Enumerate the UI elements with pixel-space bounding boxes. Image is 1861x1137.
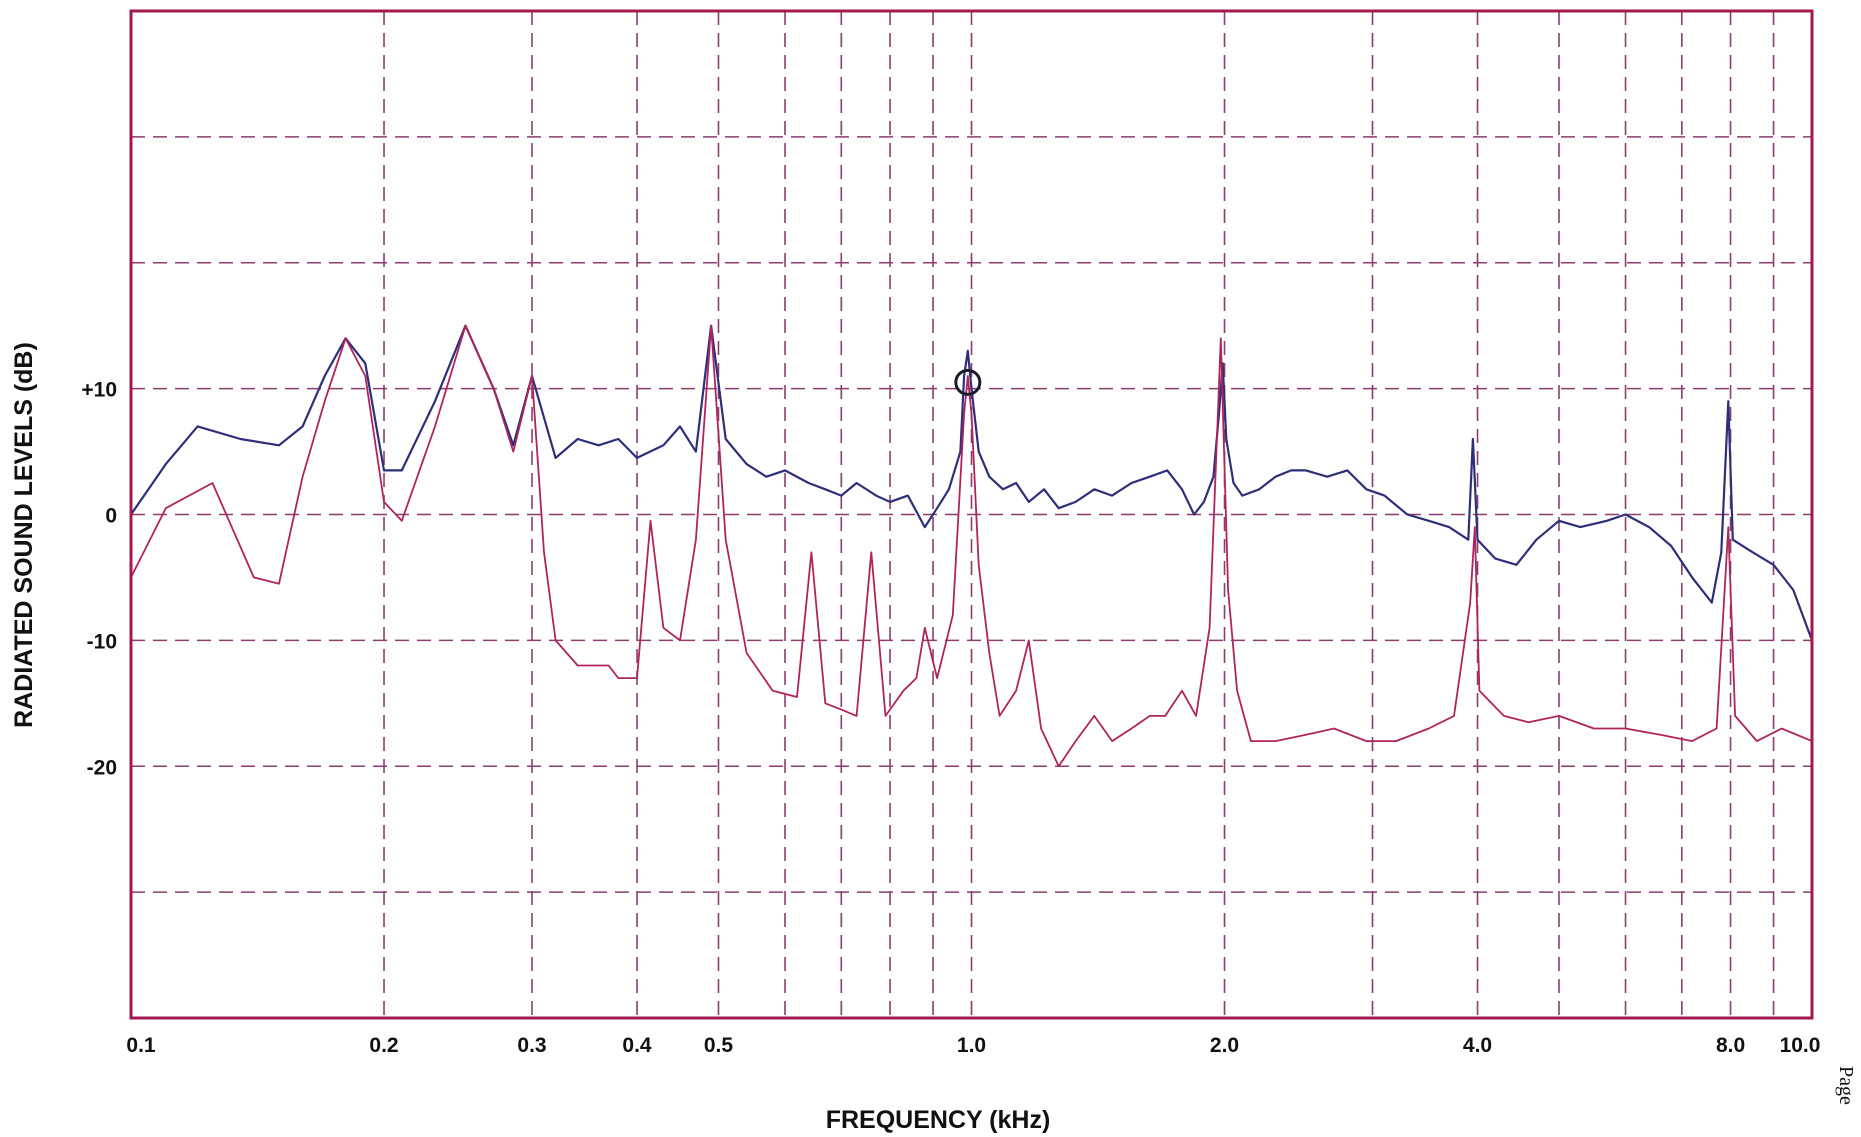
x-tick-label: 0.4 [622, 1034, 652, 1057]
plot-frame [129, 9, 1814, 1020]
x-tick-label: 2.0 [1210, 1034, 1239, 1057]
y-tick-label: -20 [87, 756, 117, 779]
page-edge-text: Page [1835, 1066, 1857, 1105]
x-tick-labels: 0.1 0.2 0.3 0.4 0.5 1.0 2.0 4.0 8.0 10.0 [126, 1034, 1820, 1057]
y-tick-labels: +10 0 -10 -20 [81, 379, 117, 780]
x-tick-label: 0.2 [369, 1034, 398, 1057]
x-axis-title: FREQUENCY (kHz) [826, 1106, 1051, 1134]
y-axis-title: RADIATED SOUND LEVELS (dB) [10, 342, 38, 728]
y-tick-label: +10 [81, 379, 117, 402]
y-tick-label: -10 [87, 630, 117, 653]
x-tick-label: 0.5 [704, 1034, 734, 1057]
y-tick-label: 0 [105, 505, 117, 528]
x-tick-label: 0.1 [126, 1034, 156, 1057]
x-tick-label: 1.0 [957, 1034, 986, 1057]
x-tick-label: 10.0 [1780, 1034, 1821, 1057]
x-tick-label: 0.3 [517, 1034, 546, 1057]
grid-lines [131, 11, 1812, 1018]
x-tick-label: 8.0 [1716, 1034, 1745, 1057]
peak-circle-marker [954, 368, 982, 396]
annotation-markers [954, 368, 982, 396]
x-tick-label: 4.0 [1463, 1034, 1492, 1057]
series-line-1 [129, 324, 1814, 642]
